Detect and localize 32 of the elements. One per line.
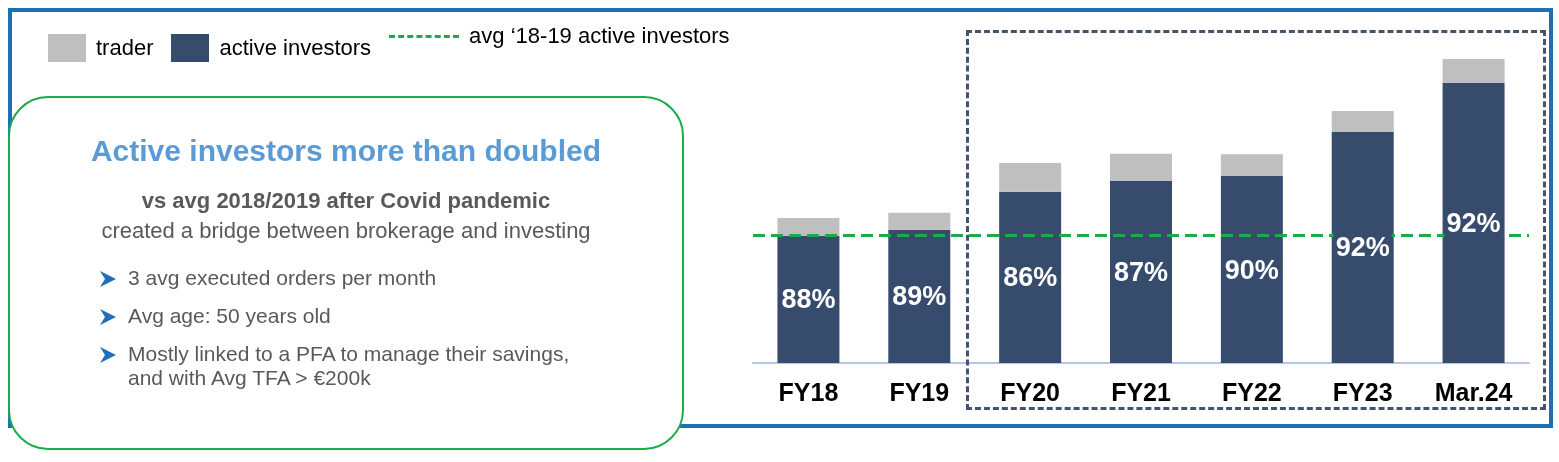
bar [1331, 110, 1394, 132]
bar [1331, 131, 1394, 363]
annotation: 92% [1446, 208, 1501, 239]
text: Active investors more than doubled [89, 134, 603, 168]
annotation: 87% [1113, 256, 1169, 287]
x-tick-label: Mar.24 [1434, 377, 1513, 406]
annotation: 89% [892, 281, 947, 312]
bar [888, 212, 951, 230]
x-tick-label: FY18 [778, 377, 839, 406]
bar [999, 162, 1062, 192]
annotation: 86% [1003, 262, 1058, 293]
bar [1220, 154, 1283, 177]
legend-label: avg ‘18-19 active investors [469, 23, 730, 49]
x-tick-label: FY19 [889, 377, 950, 406]
legend-label: active investors [219, 35, 372, 61]
bar [777, 217, 840, 236]
text: Avg age: 50 years old [128, 304, 331, 328]
annotation: 92% [1335, 232, 1390, 263]
bar [1110, 153, 1172, 181]
annotation: 90% [1224, 254, 1279, 285]
text: Mostly linked to a PFA to manage their savings, and with Avg TFA > €200k [128, 342, 571, 390]
annotation: 88% [781, 284, 836, 315]
x-tick-label: FY23 [1332, 377, 1393, 406]
bar [1442, 83, 1505, 363]
text: created a bridge between brokerage and investing [100, 218, 592, 244]
text: 3 avg executed orders per month [128, 266, 437, 290]
bar [1442, 59, 1505, 84]
x-tick-label: FY22 [1221, 377, 1282, 406]
text: vs avg 2018/2019 after Covid pandemic [140, 188, 552, 214]
x-tick-label: FY21 [1111, 377, 1171, 406]
legend-label: trader [96, 35, 154, 61]
x-tick-label: FY20 [1000, 377, 1061, 406]
